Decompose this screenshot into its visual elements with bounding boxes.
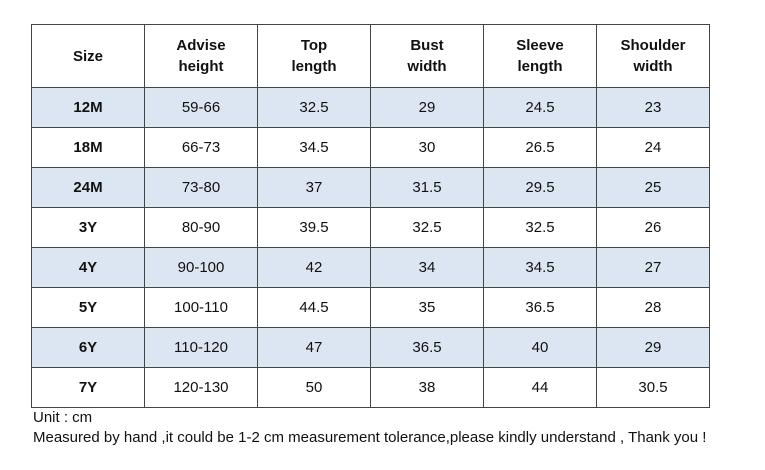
header-text: Size	[72, 47, 103, 65]
table-row: 5Y 100-110 44.5 35 36.5 28	[31, 287, 710, 328]
value-cell: 50	[257, 367, 371, 408]
table-row: 7Y 120-130 50 38 44 30.5	[31, 367, 710, 408]
header-cell: Shoulder width	[596, 24, 710, 88]
size-cell: 4Y	[31, 247, 145, 288]
value-cell: 29	[596, 327, 710, 368]
value-cell: 44.5	[257, 287, 371, 328]
value-cell: 29	[370, 87, 484, 128]
value-cell: 110-120	[144, 327, 258, 368]
value-cell: 34.5	[483, 247, 597, 288]
value-cell: 35	[370, 287, 484, 328]
value-cell: 44	[483, 367, 597, 408]
value-cell: 26	[596, 207, 710, 248]
table-row: 3Y 80-90 39.5 32.5 32.5 26	[31, 207, 710, 248]
header-row: Size Advise height Top length Bust width Sle…	[31, 24, 710, 88]
value-cell: 24.5	[483, 87, 597, 128]
size-cell: 6Y	[31, 327, 145, 368]
value-cell: 36.5	[483, 287, 597, 328]
value-cell: 73-80	[144, 167, 258, 208]
value-cell: 32.5	[370, 207, 484, 248]
size-cell: 18M	[31, 127, 145, 168]
table-row: 6Y 110-120 47 36.5 40 29	[31, 327, 710, 368]
header-cell: Size	[31, 24, 145, 88]
size-cell: 12M	[31, 87, 145, 128]
value-cell: 36.5	[370, 327, 484, 368]
value-cell: 34	[370, 247, 484, 288]
value-cell: 31.5	[370, 167, 484, 208]
value-cell: 38	[370, 367, 484, 408]
value-cell: 25	[596, 167, 710, 208]
header-cell: Top length	[257, 24, 371, 88]
size-cell: 24M	[31, 167, 145, 208]
header-cell: Advise height	[144, 24, 258, 88]
header-text: Sleeve length	[516, 37, 564, 75]
value-cell: 90-100	[144, 247, 258, 288]
value-cell: 26.5	[483, 127, 597, 168]
value-cell: 66-73	[144, 127, 258, 168]
value-cell: 42	[257, 247, 371, 288]
value-cell: 37	[257, 167, 371, 208]
size-table: Size Advise height Top length Bust width Sle…	[31, 24, 710, 408]
value-cell: 40	[483, 327, 597, 368]
table-row: 4Y 90-100 42 34 34.5 27	[31, 247, 710, 288]
header-cell: Sleeve length	[483, 24, 597, 88]
header-text: Shoulder width	[620, 37, 686, 75]
value-cell: 32.5	[257, 87, 371, 128]
table-row: 12M 59-66 32.5 29 24.5 23	[31, 87, 710, 128]
value-cell: 30.5	[596, 367, 710, 408]
header-text: Advise height	[176, 37, 226, 75]
value-cell: 39.5	[257, 207, 371, 248]
size-cell: 3Y	[31, 207, 145, 248]
value-cell: 47	[257, 327, 371, 368]
header-cell: Bust width	[370, 24, 484, 88]
value-cell: 29.5	[483, 167, 597, 208]
value-cell: 59-66	[144, 87, 258, 128]
value-cell: 100-110	[144, 287, 258, 328]
value-cell: 23	[596, 87, 710, 128]
table-row: 24M 73-80 37 31.5 29.5 25	[31, 167, 710, 208]
tolerance-note: Measured by hand ,it could be 1-2 cm mea…	[33, 429, 707, 446]
value-cell: 27	[596, 247, 710, 288]
size-cell: 7Y	[31, 367, 145, 408]
header-text: Top length	[291, 37, 337, 75]
unit-note: Unit : cm	[33, 409, 93, 426]
value-cell: 24	[596, 127, 710, 168]
value-cell: 80-90	[144, 207, 258, 248]
value-cell: 30	[370, 127, 484, 168]
value-cell: 120-130	[144, 367, 258, 408]
value-cell: 32.5	[483, 207, 597, 248]
value-cell: 34.5	[257, 127, 371, 168]
table-row: 18M 66-73 34.5 30 26.5 24	[31, 127, 710, 168]
size-cell: 5Y	[31, 287, 145, 328]
header-text: Bust width	[407, 37, 447, 75]
value-cell: 28	[596, 287, 710, 328]
